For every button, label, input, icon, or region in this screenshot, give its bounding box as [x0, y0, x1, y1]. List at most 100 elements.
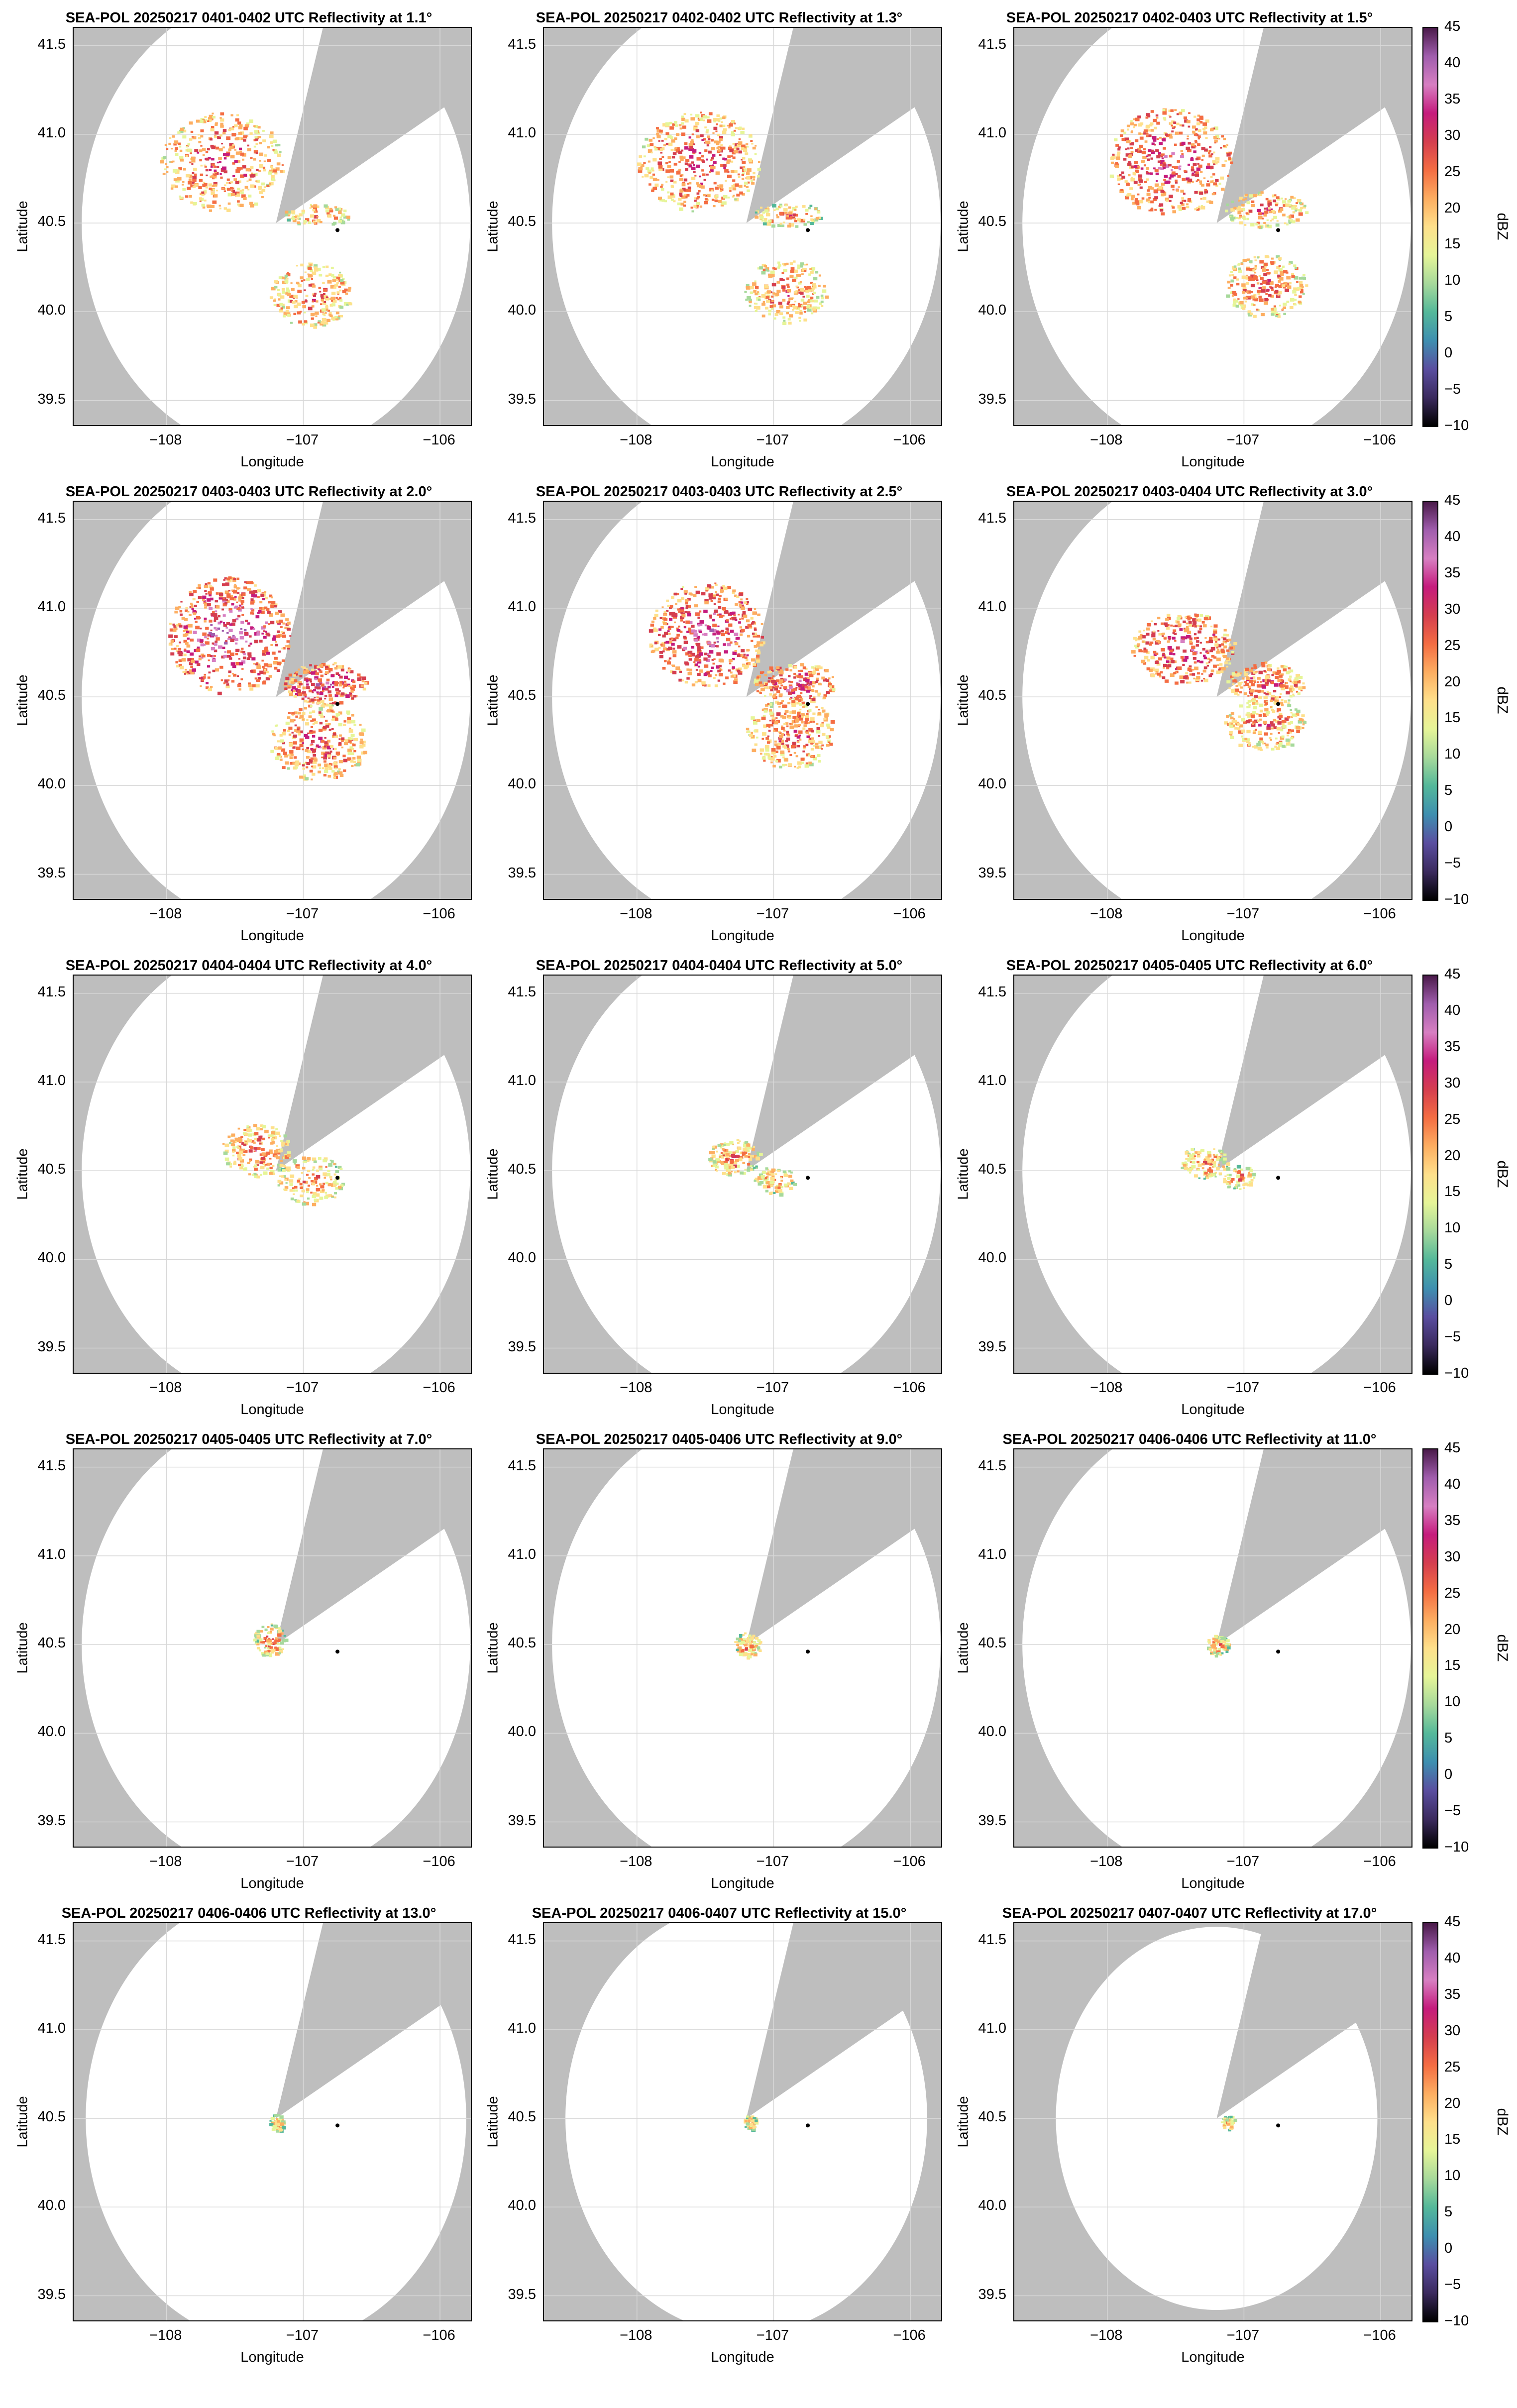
echo-pixel: [1250, 277, 1255, 281]
echo-pixel: [1225, 203, 1229, 207]
echo-pixel: [242, 158, 244, 161]
echo-pixel: [1169, 122, 1173, 125]
echo-pixel: [335, 297, 338, 299]
echo-pixel: [760, 636, 764, 639]
echo-pixel: [306, 669, 310, 672]
echo-pixel: [186, 644, 191, 648]
echo-pixel: [264, 606, 268, 609]
echo-pixel: [317, 700, 321, 704]
echo-pixel: [1134, 161, 1138, 164]
echo-pixel: [1191, 173, 1195, 177]
echo-pixel: [1303, 205, 1306, 207]
echo-pixel: [247, 652, 252, 656]
colorbar-tick-label: 15: [1444, 236, 1461, 252]
echo-pixel: [282, 733, 284, 735]
echo-pixel: [826, 691, 830, 694]
echo-pixel: [781, 680, 785, 683]
echo-pixel: [311, 671, 316, 675]
echo-pixel: [277, 153, 281, 157]
echo-pixel: [1183, 636, 1188, 640]
echo-pixel: [1130, 178, 1135, 182]
echo-pixel: [1192, 181, 1194, 183]
echo-pixel: [1249, 267, 1253, 271]
echo-pixel: [186, 673, 189, 675]
echo-pixel: [1146, 132, 1149, 135]
echo-pixel: [1146, 155, 1149, 157]
echo-pixel: [209, 169, 212, 171]
echo-pixel: [239, 631, 243, 635]
echo-pixel: [783, 269, 787, 273]
echo-pixel: [752, 282, 757, 286]
echo-pixel: [303, 774, 306, 777]
echo-pixel: [257, 663, 261, 666]
echo-pixel: [1166, 660, 1170, 663]
echo-pixel: [711, 644, 715, 648]
echo-pixel: [1130, 122, 1134, 125]
echo-pixel: [229, 145, 234, 149]
echo-pixel: [1193, 150, 1196, 153]
echo-pixel: [181, 617, 185, 620]
x-tick-label: −108: [149, 432, 182, 448]
echo-pixel: [769, 720, 771, 722]
echo-pixel: [305, 722, 310, 726]
echo-pixel: [1172, 166, 1175, 168]
echo-pixel: [232, 619, 236, 623]
echo-pixel: [207, 665, 211, 668]
echo-pixel: [718, 149, 722, 152]
echo-pixel: [796, 694, 801, 698]
echo-pixel: [1161, 212, 1165, 216]
echo-pixel: [1192, 163, 1197, 166]
echo-pixel: [743, 168, 747, 171]
echo-pixel: [1230, 217, 1235, 221]
echo-pixel: [783, 686, 787, 690]
echo-pixel: [798, 730, 803, 734]
echo-pixel: [251, 599, 255, 603]
echo-pixel: [305, 668, 308, 670]
echo-pixel: [238, 682, 241, 685]
echo-pixel: [1145, 641, 1150, 645]
echo-pixel: [243, 135, 247, 139]
echo-pixel: [215, 146, 219, 150]
echo-pixel: [241, 597, 244, 599]
echo-pixel: [317, 666, 320, 668]
echo-pixel: [347, 752, 352, 755]
echo-pixel: [757, 291, 759, 293]
echo-pixel: [323, 314, 326, 317]
echo-pixel: [1147, 659, 1150, 662]
echo-pixel: [189, 669, 194, 673]
echo-pixel: [335, 716, 338, 719]
echo-pixel: [263, 668, 266, 671]
echo-pixel: [795, 285, 798, 288]
echo-pixel: [1262, 679, 1266, 682]
echo-pixel: [735, 127, 738, 129]
echo-pixel: [656, 129, 661, 133]
echo-pixel: [356, 756, 361, 759]
echo-pixel: [235, 649, 240, 653]
echo-pixel: [1153, 651, 1157, 654]
echo-pixel: [720, 190, 723, 192]
echo-pixel: [1250, 677, 1253, 680]
echo-pixel: [215, 628, 218, 631]
echo-pixel: [263, 625, 266, 628]
echo-pixel: [1220, 147, 1222, 149]
echo-pixel: [1153, 167, 1156, 170]
echo-pixel: [308, 274, 313, 278]
echo-pixel: [268, 663, 272, 666]
echo-pixel: [186, 145, 188, 148]
echo-pixel: [763, 753, 767, 756]
echo-pixel: [297, 215, 300, 218]
echo-pixel: [325, 719, 328, 722]
echo-pixel: [679, 631, 683, 633]
echo-pixel: [1250, 689, 1255, 693]
echo-pixel: [1294, 683, 1298, 687]
echo-pixel: [661, 642, 664, 644]
echo-pixel: [339, 217, 342, 219]
echo-pixel: [314, 268, 319, 272]
echo-pixel: [823, 694, 827, 697]
echo-pixel: [1184, 656, 1189, 659]
echo-pixel: [196, 648, 201, 652]
echo-pixel: [1185, 628, 1190, 632]
echo-pixel: [683, 636, 687, 639]
echo-pixel: [314, 665, 319, 669]
echo-pixel: [274, 280, 278, 284]
